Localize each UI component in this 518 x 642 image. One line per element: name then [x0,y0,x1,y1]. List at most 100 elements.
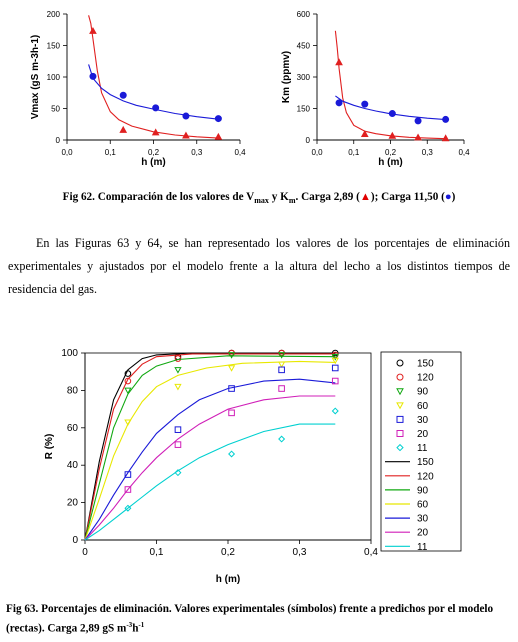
legend-label: 90 [417,387,429,398]
legend-marker [396,443,404,452]
y-tick-label: 300 [297,73,311,82]
fit-line-120 [84,353,336,541]
legend-marker [396,402,404,410]
fit-line-1 [88,64,219,120]
legend-label: 20 [417,528,429,539]
data-point [228,409,235,417]
x-tick-label: 0,3 [422,148,434,157]
data-point [174,367,182,374]
legend-label: 60 [417,500,429,511]
legend-label: 11 [417,542,428,553]
data-point [124,419,132,427]
legend-label: 30 [417,415,429,426]
x-tick-label: 0,4 [458,148,470,157]
chart-km: 0,0 0,1 0,2 0,3 0,4 0 150 300 450 600 h (m) Km (ppm… [281,10,470,168]
x-axis-title: h (m) [378,157,402,168]
data-point [331,357,339,365]
data-point [278,435,286,443]
legend-label: 60 [417,401,429,412]
legend-label: 30 [417,514,429,525]
x-tick-label: 0,3 [293,547,307,558]
x-tick-label: 0,0 [311,148,323,157]
data-point [174,355,182,362]
y-tick-label: 450 [297,42,311,51]
data-point [124,370,132,377]
legend-marker [396,359,404,367]
data-point [124,471,132,478]
data-point [182,131,190,139]
x-tick-label: 0 [82,547,88,558]
data-point [227,365,236,372]
legend-label: 120 [417,471,434,482]
fit-line-0 [88,15,219,139]
y-tick-label: 150 [297,105,311,114]
legend-label: 120 [417,373,434,384]
data-point [335,58,343,66]
data-point [124,387,132,395]
y-tick-label: 60 [67,423,79,434]
data-point [388,131,397,139]
data-point [228,450,236,458]
y-tick-label: 600 [297,10,311,19]
x-tick-label: 0,2 [148,148,160,157]
data-point [361,100,369,108]
data-point [119,91,127,99]
data-point [278,366,285,374]
data-point [152,104,160,112]
data-point [124,377,132,385]
data-point [331,364,339,372]
x-tick-label: 0,2 [221,547,235,558]
data-point [227,352,236,359]
data-point [414,117,422,125]
data-point [335,99,343,107]
body-paragraph: En las Figuras 63 y 64, se han represent… [8,236,510,296]
legend-marker [396,430,404,437]
fit-line-0 [334,30,446,140]
legend-marker [396,415,404,423]
data-point [331,354,339,361]
circle-marker-icon: ● [444,191,452,203]
fit-line-150 [84,352,336,541]
y-tick-label: 50 [51,105,60,114]
x-tick-label: 0,4 [364,547,378,558]
data-point [441,134,450,142]
fit-line-60 [84,360,336,541]
legend-label: 90 [417,485,429,496]
y-tick-label: 100 [61,348,78,359]
data-point [442,115,450,123]
data-point [388,110,396,118]
y-axis-title: Vmax (gS m-3h-1) [30,35,41,119]
data-point [174,426,182,433]
legend-label: 11 [417,443,428,454]
data-point [331,377,339,385]
data-point [174,469,182,477]
data-point [331,349,339,357]
y-tick-label: 40 [67,460,79,471]
y-tick-label: 0 [56,136,61,145]
chart-removal: 0 0,1 0,2 0,3 0,4 0 20 40 60 80 100 h (m) R (%) 150 12… [44,348,462,585]
data-point [119,125,128,133]
fit-line-11 [84,423,336,541]
legend-label: 150 [417,457,434,468]
data-point [331,407,339,415]
data-point [151,128,160,136]
data-point [89,26,97,34]
x-axis-title: h (m) [141,157,165,168]
triangle-marker-icon: ▲ [359,191,371,203]
data-point [360,130,369,138]
y-tick-label: 0 [306,136,311,145]
x-tick-label: 0,0 [61,148,73,157]
y-tick-label: 0 [72,535,78,546]
data-point [182,112,190,120]
data-point [89,72,97,80]
data-point [174,383,182,391]
data-point [228,385,235,392]
y-tick-label: 80 [67,385,79,396]
x-tick-label: 0,1 [150,547,164,558]
fig62-caption: Fig 62. Comparación de los valores de Vm… [62,191,456,206]
x-tick-label: 0,2 [385,148,397,157]
x-tick-label: 0,1 [105,148,117,157]
y-axis-title: R (%) [44,434,55,460]
fit-line-1 [335,95,446,121]
